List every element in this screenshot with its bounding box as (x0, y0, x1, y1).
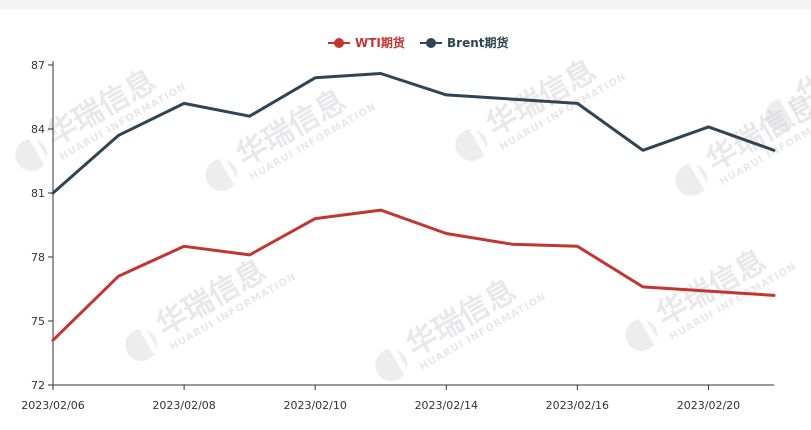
y-tick-label: 87 (31, 59, 45, 72)
y-tick-label: 84 (31, 123, 45, 136)
y-tick-label: 72 (31, 379, 45, 392)
legend-label: Brent期货 (447, 35, 508, 50)
x-tick-label: 2023/02/06 (21, 399, 84, 412)
chart-series (51, 72, 776, 342)
x-tick-label: 2023/02/20 (677, 399, 740, 412)
y-tick-label: 81 (31, 187, 45, 200)
brent-series-line (51, 72, 776, 195)
logo-bar (779, 96, 799, 125)
legend-item-brent[interactable]: Brent期货 (420, 35, 508, 50)
legend-marker-icon (426, 38, 436, 48)
logo-bar (689, 161, 709, 190)
legend-label: WTI期货 (355, 35, 405, 50)
huarui-logo-icon (675, 161, 709, 196)
legend-item-wti[interactable]: WTI期货 (328, 35, 405, 50)
logo-bar (469, 126, 489, 155)
huarui-logo-icon (625, 316, 659, 351)
x-tick-label: 2023/02/08 (152, 399, 215, 412)
x-tick-label: 2023/02/16 (546, 399, 609, 412)
logo-bar (139, 326, 159, 355)
chart-legend[interactable]: WTI期货 Brent期货 (328, 35, 508, 50)
huarui-logo-icon (125, 326, 159, 361)
y-tick-label: 78 (31, 251, 45, 264)
x-tick-label: 2023/02/10 (283, 399, 346, 412)
huarui-logo-icon (455, 126, 489, 161)
logo-bar (219, 156, 239, 185)
chart-axes: 72 75 78 81 84 87 2023/02/06 2023/02/08 2023/02/… (21, 59, 774, 412)
huarui-logo-icon (375, 346, 409, 381)
logo-bar (389, 346, 409, 375)
logo-bar (29, 136, 49, 165)
logo-bar (639, 316, 659, 345)
huarui-logo-icon (205, 156, 239, 191)
legend-marker-icon (334, 38, 344, 48)
y-tick-label: 75 (31, 315, 45, 328)
top-strip (0, 0, 811, 10)
x-tick-label: 2023/02/14 (415, 399, 478, 412)
wti-series-line (51, 208, 776, 342)
huarui-logo-icon (15, 136, 49, 171)
huarui-logo-icon (765, 96, 799, 131)
